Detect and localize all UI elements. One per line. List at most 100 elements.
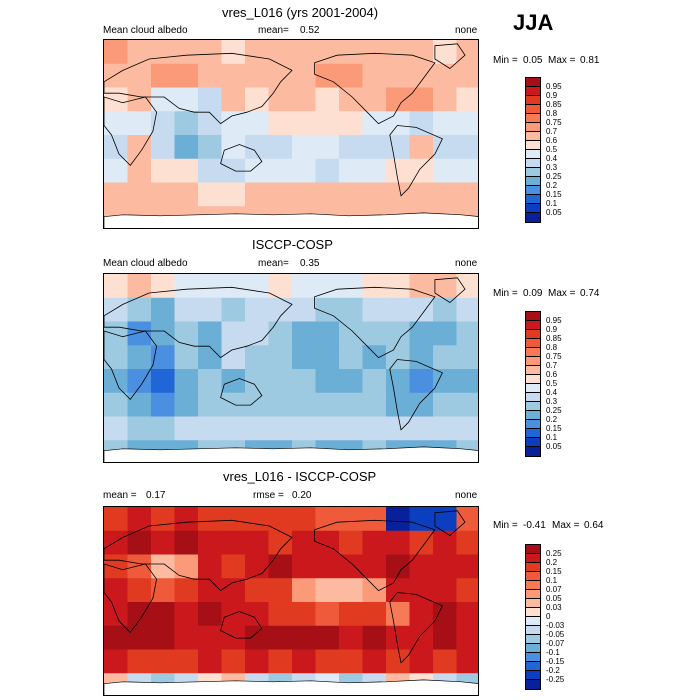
colorbar-tick-label: 0.6 bbox=[546, 136, 558, 145]
heatmap-cell bbox=[456, 135, 478, 160]
heatmap-cell bbox=[127, 578, 152, 603]
coastline bbox=[104, 330, 158, 401]
heatmap-cell bbox=[339, 530, 364, 556]
heatmap-cell bbox=[104, 416, 129, 441]
heatmap-cell bbox=[127, 321, 152, 346]
colorbar-box bbox=[526, 617, 540, 626]
heatmap-cell bbox=[127, 111, 152, 136]
heatmap-cell bbox=[292, 602, 317, 627]
heatmap-cell bbox=[198, 602, 223, 627]
panel1-right-label: none bbox=[455, 25, 478, 36]
heatmap-cell bbox=[104, 554, 129, 579]
heatmap-cell bbox=[174, 392, 199, 418]
heatmap-cell bbox=[151, 297, 176, 323]
heatmap-cell bbox=[362, 63, 387, 89]
colorbar-tick-label: 0.85 bbox=[546, 100, 562, 109]
colorbar-tick-label: 0.25 bbox=[546, 549, 562, 558]
heatmap-cell bbox=[268, 297, 293, 323]
coastline bbox=[314, 519, 436, 592]
heatmap-cell bbox=[245, 369, 270, 394]
colorbar-tick-label: 0.6 bbox=[546, 370, 558, 379]
heatmap-cell bbox=[339, 321, 364, 346]
heatmap-cell bbox=[174, 182, 199, 207]
heatmap-cell bbox=[386, 297, 411, 323]
colorbar-box bbox=[526, 626, 540, 635]
heatmap-cell bbox=[245, 111, 270, 136]
coastline bbox=[389, 359, 443, 431]
colorbar-box bbox=[526, 123, 540, 132]
heatmap-cell bbox=[221, 321, 246, 346]
heatmap-cell bbox=[409, 297, 434, 323]
heatmap-cell bbox=[127, 158, 152, 184]
colorbar-box bbox=[526, 644, 540, 653]
colorbar-box bbox=[526, 545, 540, 554]
heatmap-cell bbox=[433, 274, 458, 299]
panel1-min-value: 0.05 bbox=[523, 55, 543, 66]
heatmap-cell bbox=[456, 649, 478, 674]
heatmap-cell bbox=[433, 87, 458, 112]
panel2-colorbar bbox=[525, 311, 541, 457]
heatmap-cell bbox=[386, 416, 411, 441]
heatmap-cell bbox=[362, 554, 387, 579]
heatmap-cell bbox=[456, 602, 478, 627]
colorbar-box bbox=[526, 581, 540, 590]
heatmap-cell bbox=[433, 111, 458, 136]
heatmap-cell bbox=[386, 40, 411, 65]
heatmap-cell bbox=[339, 369, 364, 394]
heatmap-cell bbox=[174, 507, 199, 532]
heatmap-cell bbox=[456, 369, 478, 394]
coastline bbox=[104, 519, 293, 592]
heatmap-cell bbox=[433, 369, 458, 394]
antarctica-landmask bbox=[104, 212, 478, 228]
heatmap-cell bbox=[198, 111, 223, 136]
colorbar-tick-label: 0.05 bbox=[546, 442, 562, 451]
heatmap-cell bbox=[198, 158, 223, 184]
heatmap-cell bbox=[339, 182, 364, 207]
heatmap-cell bbox=[127, 507, 152, 532]
colorbar-tick-label: 0.4 bbox=[546, 388, 558, 397]
heatmap-cell bbox=[315, 625, 340, 651]
colorbar-tick-label: 0.3 bbox=[546, 397, 558, 406]
heatmap-cell bbox=[433, 63, 458, 89]
heatmap-cell bbox=[104, 649, 129, 674]
heatmap-cell bbox=[386, 274, 411, 299]
heatmap-cell bbox=[104, 274, 129, 299]
colorbar-box bbox=[526, 599, 540, 608]
colorbar-box bbox=[526, 105, 540, 114]
heatmap-cell bbox=[315, 602, 340, 627]
panel1-left-label: Mean cloud albedo bbox=[103, 25, 188, 36]
heatmap-cell bbox=[386, 111, 411, 136]
colorbar-tick-label: 0.95 bbox=[546, 82, 562, 91]
colorbar-tick-label: -0.15 bbox=[546, 657, 565, 666]
heatmap-cell bbox=[268, 63, 293, 89]
heatmap-cell bbox=[268, 87, 293, 112]
heatmap-cell bbox=[315, 554, 340, 579]
heatmap-cell bbox=[151, 507, 176, 532]
colorbar-tick-label: -0.07 bbox=[546, 639, 565, 648]
heatmap-cell bbox=[198, 321, 223, 346]
colorbar-box bbox=[526, 438, 540, 447]
heatmap-cell bbox=[292, 530, 317, 556]
heatmap-cell bbox=[268, 649, 293, 674]
colorbar-box bbox=[526, 447, 540, 456]
heatmap-cell bbox=[433, 578, 458, 603]
heatmap-cell bbox=[409, 625, 434, 651]
colorbar-tick-label: 0.15 bbox=[546, 424, 562, 433]
heatmap-cell bbox=[268, 625, 293, 651]
heatmap-cell bbox=[221, 63, 246, 89]
heatmap-cell bbox=[339, 274, 364, 299]
heatmap-cell bbox=[245, 578, 270, 603]
heatmap-cell bbox=[339, 507, 364, 532]
panel1-map bbox=[103, 39, 479, 229]
heatmap-cell bbox=[409, 530, 434, 556]
heatmap-cell bbox=[433, 507, 458, 532]
colorbar-box bbox=[526, 572, 540, 581]
heatmap-cell bbox=[409, 392, 434, 418]
colorbar-tick-label: -0.05 bbox=[546, 630, 565, 639]
colorbar-tick-label: 0.1 bbox=[546, 199, 558, 208]
heatmap-cell bbox=[151, 182, 176, 207]
colorbar-tick-label: 0.07 bbox=[546, 585, 562, 594]
coastline bbox=[104, 563, 158, 634]
coastline bbox=[220, 378, 263, 406]
heatmap-cell bbox=[433, 135, 458, 160]
